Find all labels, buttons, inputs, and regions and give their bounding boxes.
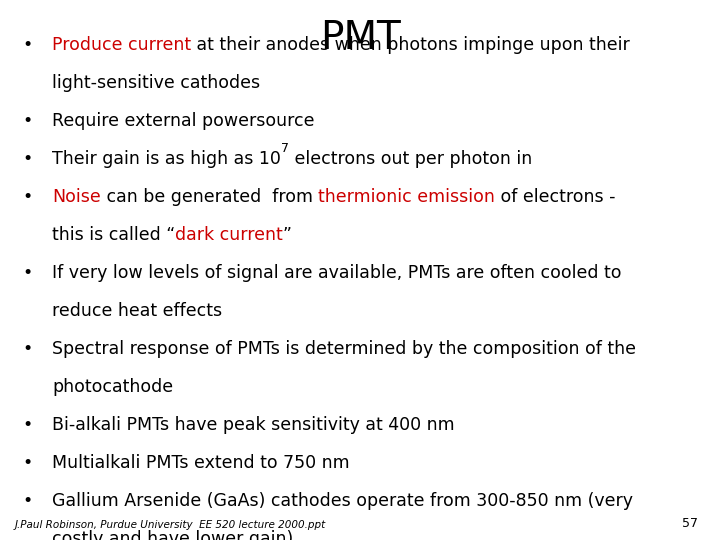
- Text: Bi-alkali PMTs have peak sensitivity at 400 nm: Bi-alkali PMTs have peak sensitivity at …: [52, 416, 454, 434]
- Text: •: •: [22, 340, 32, 358]
- Text: •: •: [22, 416, 32, 434]
- Text: thermionic emission: thermionic emission: [318, 188, 495, 206]
- Text: J.Paul Robinson, Purdue University  EE 520 lecture 2000.ppt: J.Paul Robinson, Purdue University EE 52…: [14, 520, 325, 530]
- Text: 7: 7: [281, 142, 289, 155]
- Text: •: •: [22, 150, 32, 168]
- Text: at their anodes when photons impinge upon their: at their anodes when photons impinge upo…: [191, 36, 630, 54]
- Text: light-sensitive cathodes: light-sensitive cathodes: [52, 74, 260, 92]
- Text: Noise: Noise: [52, 188, 101, 206]
- Text: Gallium Arsenide (GaAs) cathodes operate from 300-850 nm (very: Gallium Arsenide (GaAs) cathodes operate…: [52, 492, 633, 510]
- Text: •: •: [22, 492, 32, 510]
- Text: Their gain is as high as 10: Their gain is as high as 10: [52, 150, 281, 168]
- Text: PMT: PMT: [320, 19, 400, 57]
- Text: reduce heat effects: reduce heat effects: [52, 302, 222, 320]
- Text: Multialkali PMTs extend to 750 nm: Multialkali PMTs extend to 750 nm: [52, 454, 350, 472]
- Text: electrons out per photon in: electrons out per photon in: [289, 150, 532, 168]
- Text: •: •: [22, 36, 32, 54]
- Text: Require external powersource: Require external powersource: [52, 112, 315, 130]
- Text: •: •: [22, 264, 32, 282]
- Text: ”: ”: [283, 226, 292, 244]
- Text: photocathode: photocathode: [52, 378, 173, 396]
- Text: Produce current: Produce current: [52, 36, 191, 54]
- Text: •: •: [22, 112, 32, 130]
- Text: •: •: [22, 188, 32, 206]
- Text: dark current: dark current: [175, 226, 283, 244]
- Text: can be generated  from: can be generated from: [101, 188, 318, 206]
- Text: this is called “: this is called “: [52, 226, 175, 244]
- Text: Spectral response of PMTs is determined by the composition of the: Spectral response of PMTs is determined …: [52, 340, 636, 358]
- Text: 57: 57: [683, 517, 698, 530]
- Text: •: •: [22, 454, 32, 472]
- Text: of electrons -: of electrons -: [495, 188, 616, 206]
- Text: costly and have lower gain): costly and have lower gain): [52, 530, 293, 540]
- Text: If very low levels of signal are available, PMTs are often cooled to: If very low levels of signal are availab…: [52, 264, 621, 282]
